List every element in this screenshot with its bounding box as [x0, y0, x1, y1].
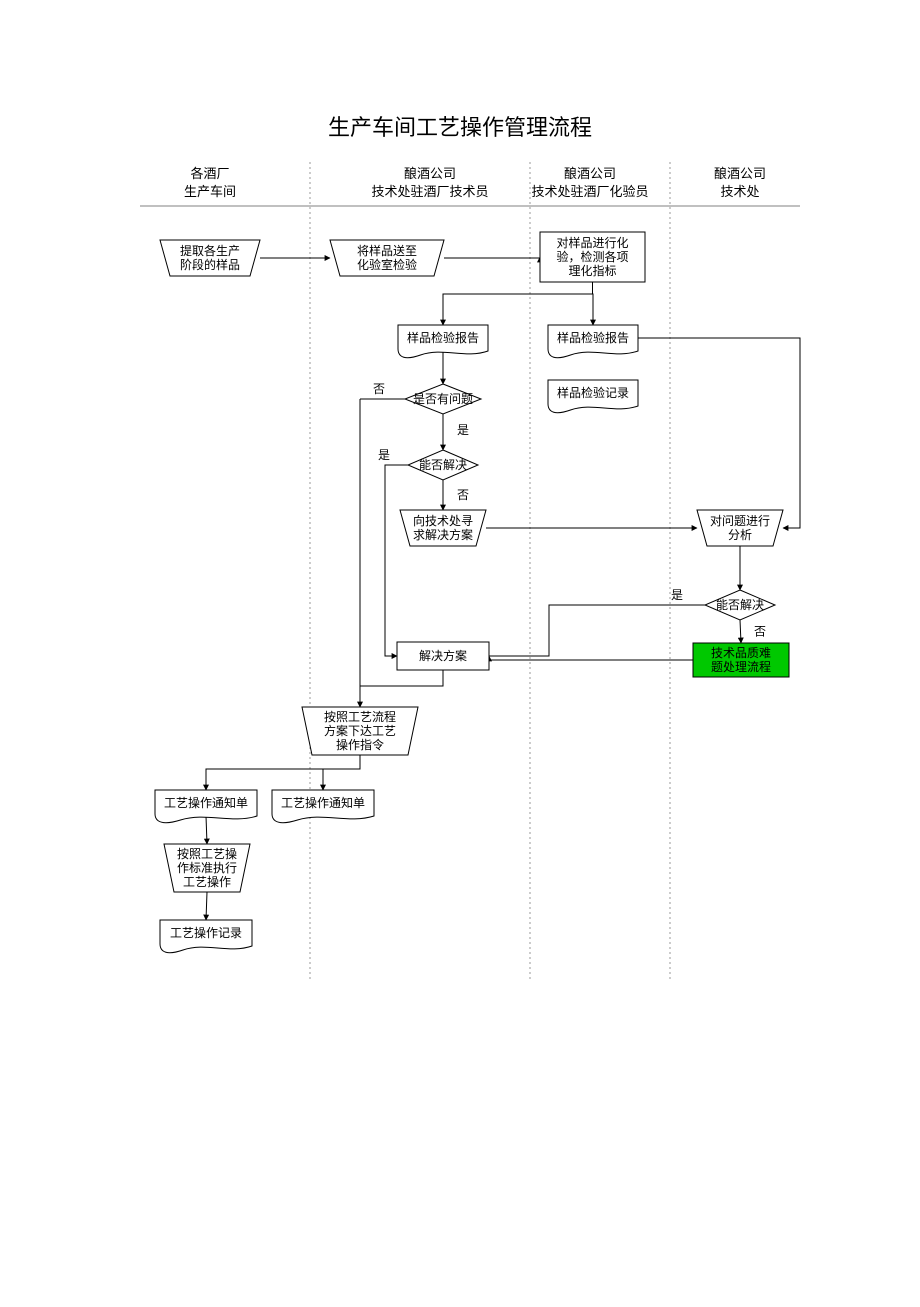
node-n_problem: 是否有问题: [405, 384, 481, 414]
node-n_exec: 按照工艺操作标准执行工艺操作: [164, 844, 250, 892]
node-label: 验，检测各项: [556, 249, 628, 264]
node-label: 方案下达工艺: [324, 723, 396, 738]
node-label: 工艺操作通知单: [164, 795, 248, 810]
lane-header: 技术处驻酒厂技术员: [371, 184, 488, 199]
node-label: 题处理流程: [711, 659, 771, 674]
edge-label: 否: [373, 382, 385, 396]
node-n_notice2: 工艺操作通知单: [272, 790, 374, 823]
edge: [206, 892, 207, 920]
flowchart-canvas: 生产车间工艺操作管理流程各酒厂生产车间酿酒公司技术处驻酒厂技术员酿酒公司技术处驻…: [0, 0, 920, 1302]
node-n_plan: 解决方案: [397, 642, 489, 670]
page-title: 生产车间工艺操作管理流程: [328, 115, 592, 140]
node-label: 工艺操作记录: [170, 925, 242, 940]
node-n_oplog: 工艺操作记录: [160, 920, 252, 953]
node-label: 理化指标: [568, 263, 616, 278]
edge-label: 是: [671, 588, 683, 602]
node-label: 操作指令: [336, 737, 384, 752]
node-label: 对问题进行: [710, 514, 770, 528]
node-label: 样品检验记录: [557, 385, 629, 400]
node-label: 向技术处寻: [413, 513, 473, 528]
node-label: 将样品送至: [357, 243, 417, 258]
node-label: 能否解决: [716, 598, 764, 612]
edge: [206, 816, 207, 844]
node-n_hard: 技术品质难题处理流程: [693, 643, 789, 677]
edge: [360, 670, 443, 707]
node-label: 按照工艺流程: [324, 709, 396, 724]
edge: [206, 769, 360, 790]
node-label: 按照工艺操: [177, 846, 237, 861]
node-n_analyze: 对问题进行分析: [697, 510, 783, 546]
edge-label: 是: [457, 423, 469, 437]
lane-header: 技术处: [720, 184, 759, 199]
edge: [385, 465, 408, 656]
node-label: 阶段的样品: [180, 257, 240, 272]
node-n_seek: 向技术处寻求解决方案: [400, 510, 486, 546]
node-label: 样品检验报告: [557, 330, 629, 345]
edge-label: 否: [457, 488, 469, 502]
node-n_solve1: 能否解决: [408, 450, 478, 480]
edge-label: 是: [378, 448, 390, 462]
node-label: 样品检验报告: [407, 330, 479, 345]
edge: [489, 605, 705, 656]
lane-header: 生产车间: [184, 184, 236, 199]
lane-header: 各酒厂: [190, 166, 229, 181]
node-n_extract: 提取各生产阶段的样品: [160, 240, 260, 276]
node-label: 工艺操作: [183, 874, 231, 889]
node-n_issue: 按照工艺流程方案下达工艺操作指令: [302, 707, 418, 755]
edge: [443, 282, 593, 325]
node-label: 分析: [728, 528, 752, 542]
node-n_test: 对样品进行化验，检测各项理化指标: [540, 232, 645, 282]
node-n_sendlab: 将样品送至化验室检验: [330, 240, 444, 276]
node-label: 解决方案: [419, 648, 467, 663]
lane-header: 酿酒公司: [564, 166, 616, 181]
node-label: 技术品质难: [711, 646, 771, 660]
edge: [740, 620, 741, 643]
lane-header: 技术处驻酒厂化验员: [531, 184, 648, 199]
node-label: 提取各生产: [180, 243, 240, 258]
node-label: 作标准执行: [177, 861, 237, 875]
node-label: 对样品进行化: [556, 235, 628, 250]
lane-header: 酿酒公司: [404, 166, 456, 181]
edge: [489, 656, 693, 660]
edge: [323, 755, 360, 790]
node-n_report3: 样品检验报告: [548, 325, 638, 358]
node-label: 能否解决: [419, 458, 467, 472]
node-n_solve2: 能否解决: [705, 590, 775, 620]
lane-header: 酿酒公司: [714, 166, 766, 181]
node-label: 化验室检验: [357, 257, 417, 272]
edge: [444, 257, 540, 258]
edge-label: 否: [754, 625, 766, 639]
node-label: 求解决方案: [413, 527, 473, 542]
node-label: 工艺操作通知单: [281, 795, 365, 810]
node-label: 是否有问题: [413, 392, 473, 406]
node-n_reclog: 样品检验记录: [548, 380, 638, 413]
edge: [638, 338, 800, 528]
